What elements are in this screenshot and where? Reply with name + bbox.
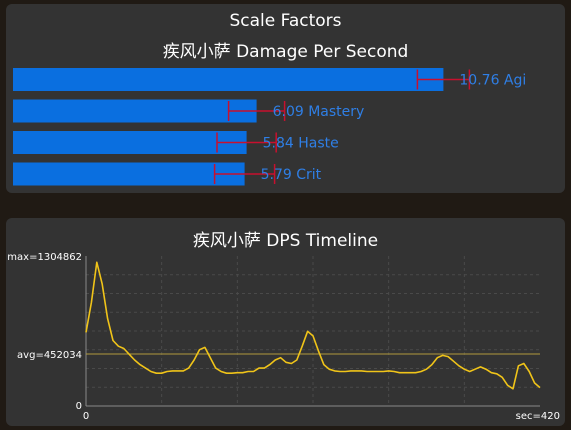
x-start-label: 0 [83, 411, 89, 422]
scale-factors-panel: Scale Factors 疾风小萨 Damage Per Second 10.… [6, 4, 565, 193]
bar-label-mastery: 6.09 Mastery [273, 104, 365, 120]
scale-factors-subtitle: 疾风小萨 Damage Per Second [162, 42, 409, 62]
bar-label-haste: 5.84 Haste [263, 136, 339, 152]
dps-series-line [85, 261, 541, 390]
bar-haste [13, 131, 247, 154]
bar-label-agi: 10.76 Agi [459, 73, 526, 89]
y-zero-label: 0 [76, 401, 82, 412]
max-label: max=1304862 [7, 252, 82, 263]
bar-mastery [13, 99, 257, 123]
x-end-label: sec=420 [516, 411, 560, 422]
bar-label-crit: 5.79 Crit [261, 167, 322, 183]
dps-timeline-title: 疾风小萨 DPS Timeline [192, 231, 379, 251]
avg-label: avg=452034 [17, 350, 82, 361]
bar-agi [13, 68, 444, 91]
dps-timeline-panel: 疾风小萨 DPS Timeline max=1304862 avg=452034 0… [6, 218, 565, 426]
scale-factors-title: Scale Factors [229, 11, 342, 31]
dps-timeline-chart: max=1304862 avg=452034 00 sec=420 [7, 252, 560, 422]
scale-factors-chart: 10.76 Agi 6.09 Mastery 5.84 Haste 5.79 Crit [13, 68, 526, 186]
bar-crit [13, 162, 245, 186]
